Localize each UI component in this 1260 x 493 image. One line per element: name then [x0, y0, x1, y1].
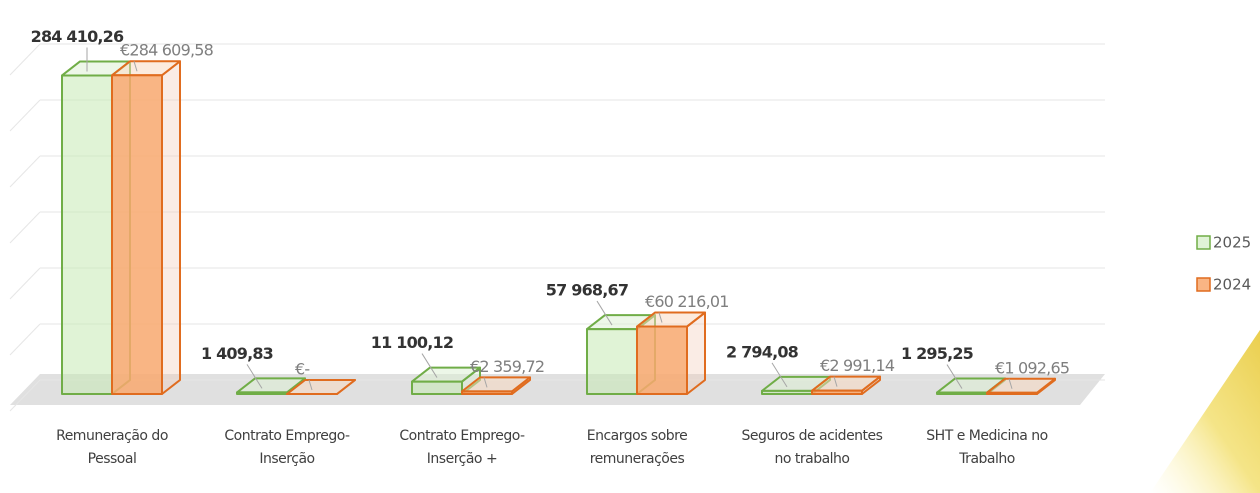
bar-face — [61, 74, 113, 395]
legend-label: 2024 — [1213, 276, 1251, 294]
x-tick-label: Encargos sobre remunerações — [586, 428, 688, 467]
data-label: €2 991,14 — [820, 356, 895, 375]
bar — [986, 377, 1056, 395]
grid-line-side — [9, 43, 41, 76]
bar — [461, 376, 531, 395]
bar-face — [586, 328, 638, 395]
legend-swatch — [1196, 235, 1211, 250]
data-label: €60 216,01 — [645, 292, 729, 311]
data-label: 57 968,67 — [546, 281, 628, 300]
data-label: €1 092,65 — [995, 358, 1069, 377]
data-label: €284 609,58 — [120, 41, 214, 60]
leader-line — [308, 379, 313, 391]
data-label: 11 100,12 — [371, 333, 453, 352]
bar — [811, 375, 881, 395]
leader-line — [133, 61, 138, 72]
grid-line-side — [9, 267, 41, 300]
data-label: €- — [295, 360, 309, 379]
grid-line-side — [9, 211, 41, 244]
bar-face — [761, 389, 813, 395]
x-tick-label: Remuneração do Pessoal — [56, 428, 168, 467]
bar-face — [811, 389, 863, 395]
x-tick-label: Contrato Emprego-Inserção — [224, 428, 350, 467]
data-label: €2 359,72 — [470, 357, 544, 376]
bar — [286, 379, 356, 395]
bar — [411, 366, 481, 395]
bar-face — [986, 391, 1038, 395]
leader-line — [658, 312, 663, 323]
bar-face — [161, 60, 181, 395]
bar-face — [411, 380, 463, 395]
leader-line — [833, 376, 838, 387]
data-label: 2 794,08 — [726, 342, 799, 361]
grid-line-side — [9, 99, 41, 132]
leader-line — [1008, 378, 1013, 389]
legend-swatch — [1196, 277, 1211, 292]
leader-line — [246, 364, 263, 389]
bar-face — [111, 74, 163, 395]
bar-face — [936, 391, 988, 395]
data-label: 1 409,83 — [201, 344, 273, 363]
x-tick-label: SHT e Medicina no Trabalho — [926, 428, 1048, 467]
grid-line-side — [9, 379, 41, 412]
bar — [111, 60, 181, 395]
grid-line-side — [9, 155, 41, 188]
leader-line — [771, 362, 788, 388]
leader-line — [946, 364, 963, 389]
bar — [636, 311, 706, 395]
data-label: 1 295,25 — [901, 344, 974, 363]
bar-face — [461, 390, 513, 395]
leader-line — [596, 300, 613, 326]
data-label: 284 410,26 — [31, 27, 124, 46]
bar-face — [636, 325, 688, 395]
x-tick-label: Contrato Emprego-Inserção + — [399, 428, 525, 467]
leader-line — [483, 377, 488, 388]
legend-label: 2025 — [1213, 234, 1251, 252]
x-tick-label: Seguros de acidentes no trabalho — [741, 428, 883, 467]
leader-line — [421, 353, 438, 378]
background-decoration — [1150, 330, 1260, 493]
grid-line-side — [9, 323, 41, 356]
bar-face — [236, 391, 288, 395]
